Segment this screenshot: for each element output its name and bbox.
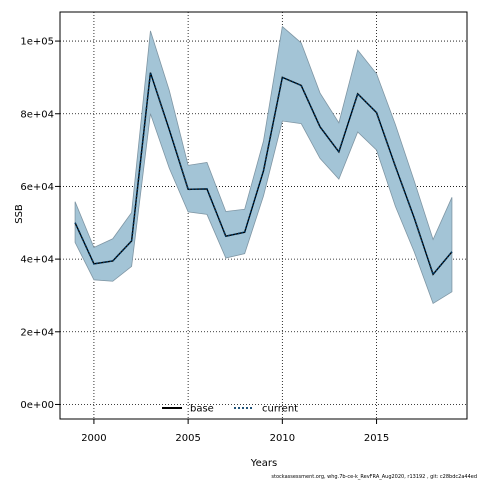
x-axis: 2000 2005 2010 2015 bbox=[81, 419, 389, 444]
y-tick-label-3: 6e+04 bbox=[20, 182, 54, 193]
x-tick-label-0: 2000 bbox=[81, 433, 106, 444]
y-tick-label-0: 0e+00 bbox=[20, 400, 54, 411]
series-lines bbox=[74, 72, 453, 276]
plot-frame bbox=[59, 11, 468, 420]
y-tick-label-1: 2e+04 bbox=[20, 327, 54, 338]
footnote: stockassessment.org, whg.7b-ce-k_RevFRA_… bbox=[271, 474, 477, 480]
x-axis-title: Years bbox=[250, 458, 277, 469]
series-line-base bbox=[74, 72, 453, 276]
y-tick-label-5: 1e+05 bbox=[20, 37, 54, 48]
y-tick-label-2: 4e+04 bbox=[20, 255, 54, 266]
legend-label-base: base bbox=[190, 404, 214, 415]
x-tick-label-2: 2010 bbox=[270, 433, 295, 444]
y-axis-title: SSB bbox=[14, 204, 25, 224]
x-tick-label-1: 2005 bbox=[175, 433, 200, 444]
y-axis: 0e+00 2e+04 4e+04 6e+04 8e+04 1e+05 bbox=[20, 37, 60, 411]
x-tick-label-3: 2015 bbox=[364, 433, 389, 444]
y-tick-label-4: 8e+04 bbox=[20, 109, 54, 120]
legend: base current bbox=[162, 404, 298, 415]
legend-label-current: current bbox=[262, 404, 298, 415]
